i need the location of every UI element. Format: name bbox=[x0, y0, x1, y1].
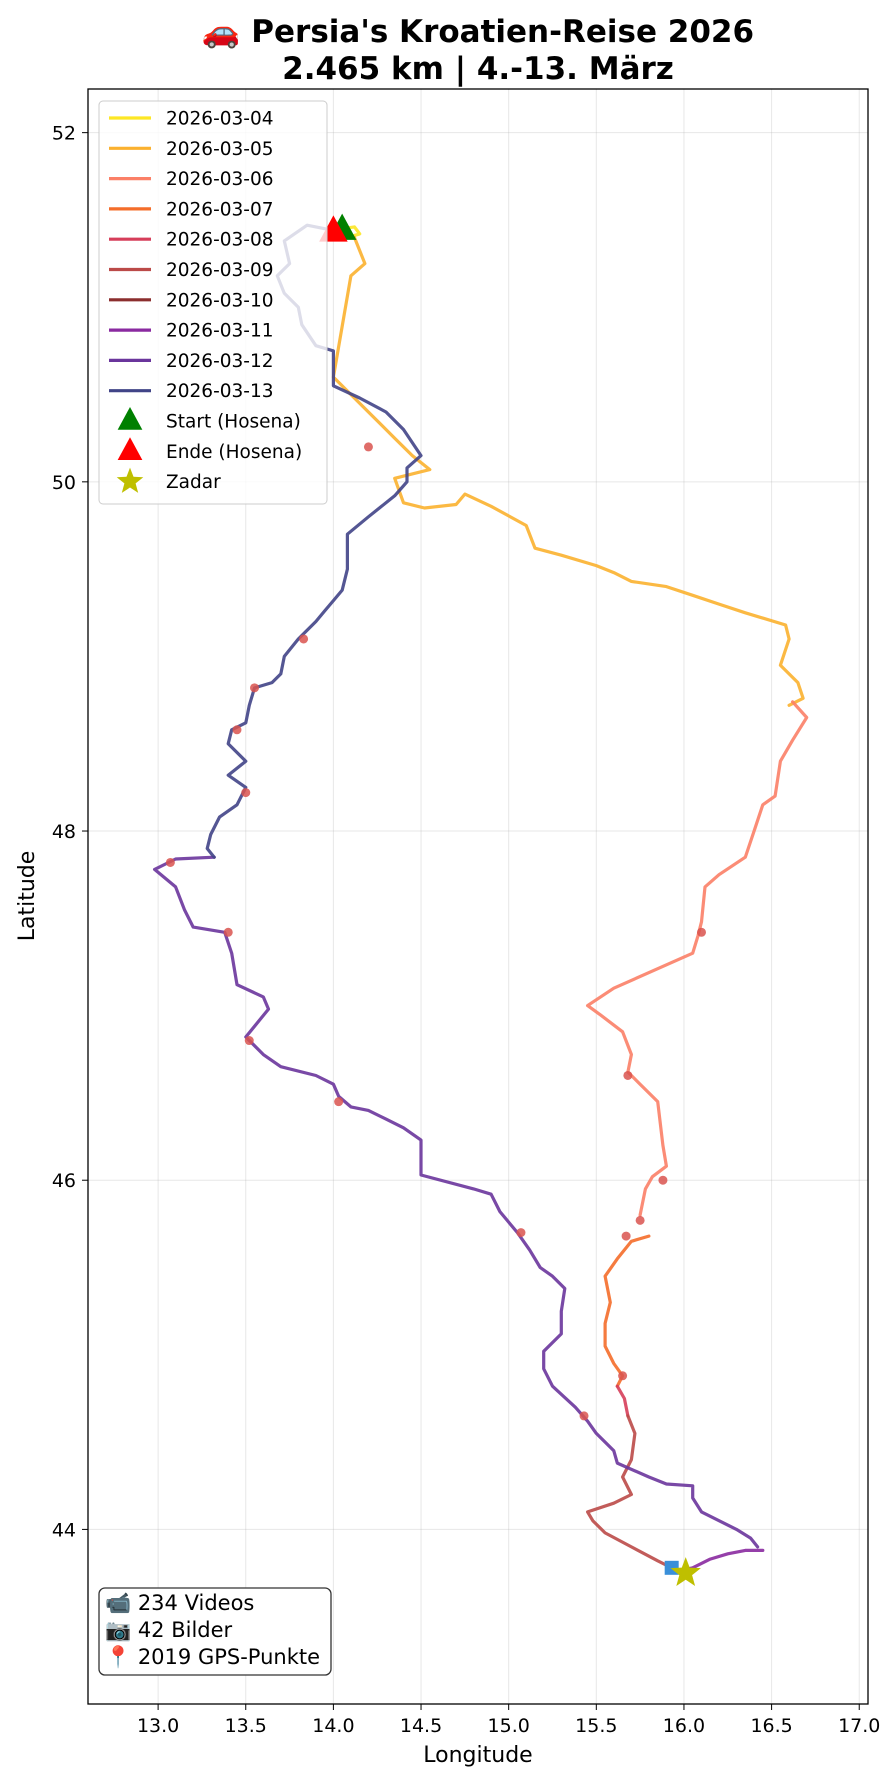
legend-star-icon bbox=[116, 467, 144, 493]
legend-label: 2026-03-04 bbox=[166, 109, 274, 130]
chart-title-line-2: 2.465 km | 4.-13. März bbox=[282, 51, 674, 87]
legend-label: 2026-03-13 bbox=[166, 381, 274, 402]
media-point bbox=[658, 1175, 668, 1185]
media-point bbox=[241, 788, 251, 798]
info-images: 📷 42 Bilder bbox=[105, 1618, 233, 1642]
media-point bbox=[579, 1411, 589, 1421]
x-tick-label: 13.0 bbox=[137, 1715, 179, 1737]
legend-label: Ende (Hosena) bbox=[166, 442, 302, 463]
x-tick-label: 16.5 bbox=[750, 1715, 792, 1737]
x-axis-ticks: 13.0 13.5 14.0 14.5 15.0 15.5 16.0 16.5 17.0 bbox=[137, 1704, 880, 1737]
media-point bbox=[696, 927, 706, 937]
y-axis-label: Latitude bbox=[15, 851, 40, 942]
y-tick-label: 48 bbox=[52, 821, 76, 843]
x-tick-label: 15.5 bbox=[575, 1715, 617, 1737]
legend-label: 2026-03-05 bbox=[166, 139, 274, 160]
y-tick-label: 46 bbox=[52, 1170, 76, 1192]
legend-label: 2026-03-09 bbox=[166, 260, 274, 281]
route-line-2026-03-09 bbox=[585, 1414, 674, 1570]
media-point bbox=[223, 927, 233, 937]
legend-marker-icon bbox=[117, 437, 143, 461]
x-tick-label: 16.0 bbox=[663, 1715, 705, 1737]
marker-zadar-star bbox=[670, 1557, 701, 1586]
x-tick-label: 15.0 bbox=[488, 1715, 530, 1737]
info-videos: 📹 234 Videos bbox=[105, 1591, 254, 1615]
route-line-2026-03-12 bbox=[153, 855, 760, 1549]
route-line-2026-03-06 bbox=[585, 700, 809, 1217]
legend-box bbox=[98, 100, 328, 505]
media-point bbox=[623, 1070, 633, 1080]
y-axis-ticks: 44 46 48 50 52 bbox=[52, 123, 88, 1541]
x-axis-label: Longitude bbox=[423, 1743, 532, 1768]
media-point bbox=[165, 857, 175, 867]
legend-label: 2026-03-08 bbox=[166, 230, 274, 251]
info-box: 📹 234 Videos 📷 42 Bilder 📍 2019 GPS-Punk… bbox=[98, 1587, 332, 1676]
media-point bbox=[334, 1097, 344, 1107]
media-point bbox=[299, 634, 309, 644]
media-point bbox=[635, 1215, 645, 1225]
media-point bbox=[618, 1371, 628, 1381]
media-point bbox=[516, 1228, 526, 1238]
legend-label: 2026-03-07 bbox=[166, 199, 274, 220]
y-tick-label: 50 bbox=[52, 472, 76, 494]
y-tick-label: 52 bbox=[52, 123, 76, 145]
legend-items: 2026-03-04 2026-03-05 2026-03-06 2026-03-07… bbox=[109, 109, 302, 493]
x-tick-label: 17.0 bbox=[838, 1715, 880, 1737]
route-line-2026-03-05 bbox=[331, 235, 805, 707]
plot-frame bbox=[87, 88, 869, 1705]
info-gps-points: 📍 2019 GPS-Punkte bbox=[105, 1644, 320, 1669]
route-line-2026-03-07 bbox=[603, 1234, 651, 1388]
y-tick-label: 44 bbox=[52, 1519, 76, 1541]
media-point bbox=[244, 1036, 254, 1046]
legend: 2026-03-04 2026-03-05 2026-03-06 2026-03-07… bbox=[98, 100, 328, 505]
route-line-2026-03-08 bbox=[615, 1384, 630, 1418]
legend-label: 2026-03-11 bbox=[166, 321, 274, 342]
media-point bbox=[621, 1231, 631, 1241]
legend-label: 2026-03-12 bbox=[166, 351, 274, 372]
legend-label: Start (Hosena) bbox=[166, 412, 301, 433]
legend-marker-icon bbox=[117, 407, 143, 430]
x-tick-label: 14.0 bbox=[312, 1715, 354, 1737]
x-tick-label: 14.5 bbox=[400, 1715, 442, 1737]
x-tick-label: 13.5 bbox=[225, 1715, 267, 1737]
info-box-frame bbox=[98, 1587, 332, 1676]
chart-title-line-1: 🚗 Persia's Kroatien-Reise 2026 bbox=[202, 14, 754, 50]
media-point bbox=[232, 725, 242, 735]
legend-label: 2026-03-10 bbox=[166, 290, 274, 311]
media-point bbox=[363, 442, 373, 452]
media-points bbox=[165, 442, 706, 1421]
legend-label: 2026-03-06 bbox=[166, 169, 274, 190]
media-point bbox=[250, 683, 260, 693]
legend-label: Zadar bbox=[166, 472, 221, 493]
